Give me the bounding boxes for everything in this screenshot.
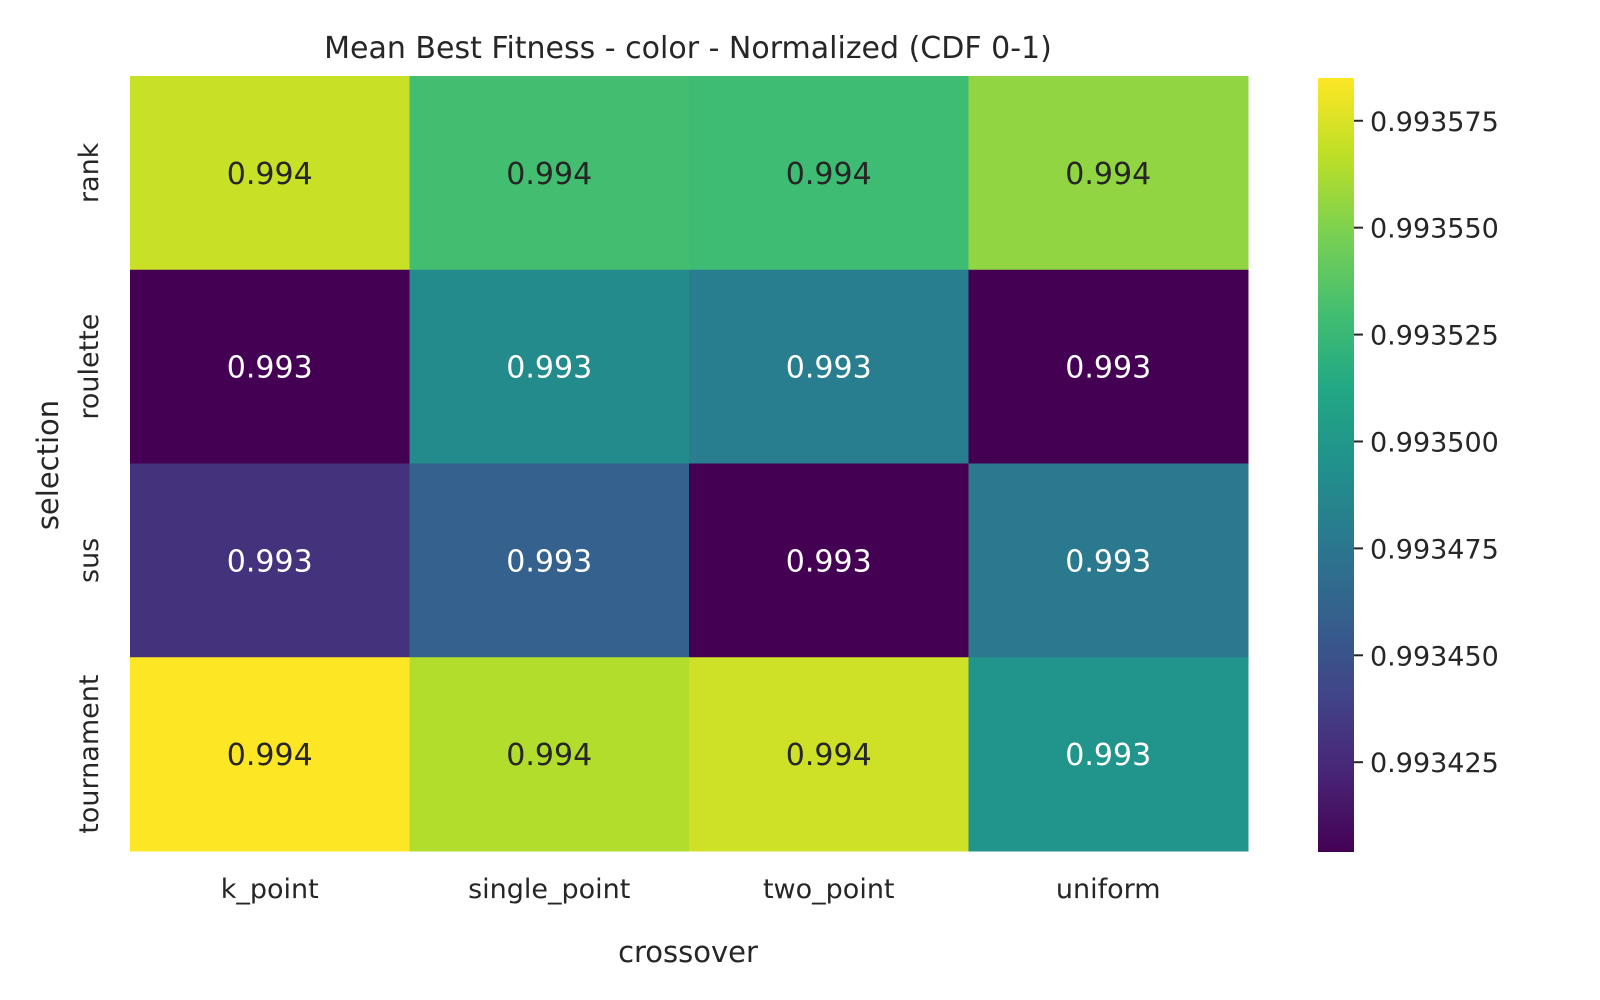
x-tick-label: two_point xyxy=(763,874,895,905)
y-tick-label: roulette xyxy=(74,314,105,420)
colorbar-tick-label: 0.993575 xyxy=(1370,107,1499,138)
cell-annotations: 0.994 0.994 0.994 0.994 0.993 0.993 0.993 0.993… xyxy=(227,157,1151,773)
heatmap-cell xyxy=(689,76,969,271)
heatmap-cell xyxy=(409,657,690,852)
colorbar-tick-label: 0.993475 xyxy=(1370,534,1499,565)
x-tick-label: single_point xyxy=(468,874,630,905)
y-tick-label: tournament xyxy=(74,675,105,834)
cell-value-label: 0.994 xyxy=(227,157,313,192)
cell-value-label: 0.993 xyxy=(1065,351,1151,386)
cell-value-label: 0.993 xyxy=(1065,738,1151,773)
heatmap-cell xyxy=(409,269,690,464)
cell-value-label: 0.993 xyxy=(786,351,872,386)
x-tick-label: uniform xyxy=(1056,874,1161,905)
cell-value-label: 0.994 xyxy=(786,738,872,773)
heatmap-cell xyxy=(130,463,410,658)
colorbar xyxy=(1318,78,1354,852)
heatmap-cell xyxy=(968,76,1249,271)
y-axis-label: selection xyxy=(31,400,65,530)
y-tick-labels: rank roulette sus tournament xyxy=(74,142,105,833)
cell-value-label: 0.994 xyxy=(506,738,592,773)
colorbar-tick-label: 0.993500 xyxy=(1370,427,1499,458)
heatmap-cell xyxy=(689,463,969,658)
chart-title: Mean Best Fitness - color - Normalized (… xyxy=(324,31,1052,66)
colorbar-ticks: 0.993425 0.993450 0.993475 0.993500 0.993525… xyxy=(1354,107,1499,779)
colorbar-tick-label: 0.993425 xyxy=(1370,748,1499,779)
x-tick-labels: k_point single_point two_point uniform xyxy=(221,874,1161,905)
heatmap-cell xyxy=(689,269,969,464)
cell-value-label: 0.993 xyxy=(227,351,313,386)
heatmap-cell xyxy=(968,657,1249,852)
cell-value-label: 0.994 xyxy=(227,738,313,773)
x-axis-label: crossover xyxy=(618,935,758,969)
cell-value-label: 0.994 xyxy=(506,157,592,192)
cell-value-label: 0.993 xyxy=(506,544,592,579)
heatmap-cell xyxy=(130,269,410,464)
heatmap-cell xyxy=(130,657,410,852)
heatmap-cells xyxy=(130,76,1249,852)
cell-value-label: 0.994 xyxy=(1065,157,1151,192)
heatmap-cell xyxy=(130,76,410,271)
colorbar-tick-label: 0.993450 xyxy=(1370,641,1499,672)
cell-value-label: 0.994 xyxy=(786,157,872,192)
heatmap-cell xyxy=(409,76,690,271)
cell-value-label: 0.993 xyxy=(227,544,313,579)
heatmap-cell xyxy=(409,463,690,658)
x-tick-label: k_point xyxy=(221,874,319,905)
cell-value-label: 0.993 xyxy=(506,351,592,386)
heatmap-cell xyxy=(968,463,1249,658)
heatmap-cell xyxy=(689,657,969,852)
heatmap-cell xyxy=(968,269,1249,464)
y-tick-label: rank xyxy=(74,142,105,203)
colorbar-tick-label: 0.993525 xyxy=(1370,321,1499,352)
cell-value-label: 0.993 xyxy=(1065,544,1151,579)
y-tick-label: sus xyxy=(74,538,105,583)
cell-value-label: 0.993 xyxy=(786,544,872,579)
colorbar-tick-label: 0.993550 xyxy=(1370,214,1499,245)
